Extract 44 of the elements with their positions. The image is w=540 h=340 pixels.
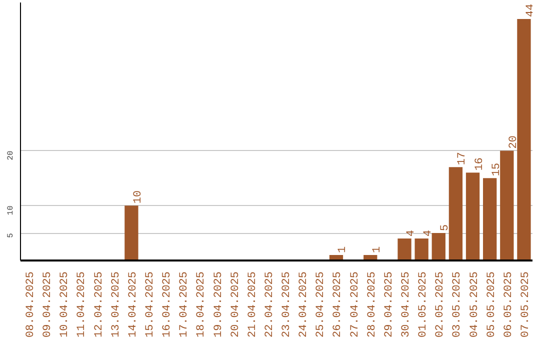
data-label: 4 — [422, 230, 435, 237]
x-tick-label: 05.05.2025 — [486, 271, 498, 338]
x-tick-label: 17.04.2025 — [178, 271, 191, 338]
data-label: 15 — [490, 162, 503, 176]
data-label: 4 — [406, 230, 418, 237]
x-tick-label: 18.04.2025 — [196, 271, 208, 338]
data-label: 20 — [508, 136, 520, 149]
x-tick-label: 06.05.2025 — [502, 271, 515, 338]
data-label: 5 — [440, 224, 452, 232]
x-tick-label: 12.04.2025 — [93, 271, 106, 338]
x-tick-label: 30.04.2025 — [400, 271, 412, 338]
x-tick-label: 14.04.2025 — [127, 271, 140, 338]
data-label: 17 — [456, 152, 469, 166]
y-tick-label: 5 — [6, 232, 16, 238]
x-tick-label: 07.05.2025 — [520, 271, 532, 338]
data-label: 44 — [524, 3, 537, 17]
data-label: 1 — [337, 246, 350, 254]
x-tick-label: 11.04.2025 — [76, 271, 88, 338]
x-tick-label: 16.04.2025 — [162, 271, 174, 338]
x-tick-label: 10.04.2025 — [59, 271, 72, 338]
data-label: 10 — [132, 190, 144, 204]
x-tick-label: 15.04.2025 — [144, 271, 156, 338]
data-label: 16 — [474, 157, 486, 171]
x-tick-label: 22.04.2025 — [264, 271, 276, 338]
x-tick-label: 13.04.2025 — [110, 271, 122, 338]
x-tick-label: 01.05.2025 — [418, 271, 430, 338]
x-tick-label: 08.04.2025 — [25, 271, 38, 338]
x-tick-label: 21.04.2025 — [246, 271, 259, 338]
x-tick-label: 20.04.2025 — [230, 271, 242, 338]
x-tick-label: 29.04.2025 — [383, 271, 396, 338]
y-tick-label: 20 — [6, 150, 16, 160]
x-tick-label: 04.05.2025 — [468, 271, 481, 338]
x-tick-label: 19.04.2025 — [212, 271, 225, 338]
x-tick-label: 23.04.2025 — [281, 271, 294, 338]
x-tick-label: 27.04.2025 — [349, 271, 362, 338]
x-tick-label: 25.04.2025 — [315, 271, 328, 338]
x-tick-label: 02.05.2025 — [434, 271, 447, 338]
x-tick-label: 03.05.2025 — [452, 271, 464, 338]
x-tick-label: 24.04.2025 — [298, 271, 310, 338]
x-tick-label: 28.04.2025 — [366, 271, 378, 338]
x-tick-label: 26.04.2025 — [332, 271, 344, 338]
data-label: 1 — [371, 246, 384, 254]
x-tick-label: 09.04.2025 — [42, 271, 54, 338]
y-tick-label: 10 — [6, 205, 16, 216]
